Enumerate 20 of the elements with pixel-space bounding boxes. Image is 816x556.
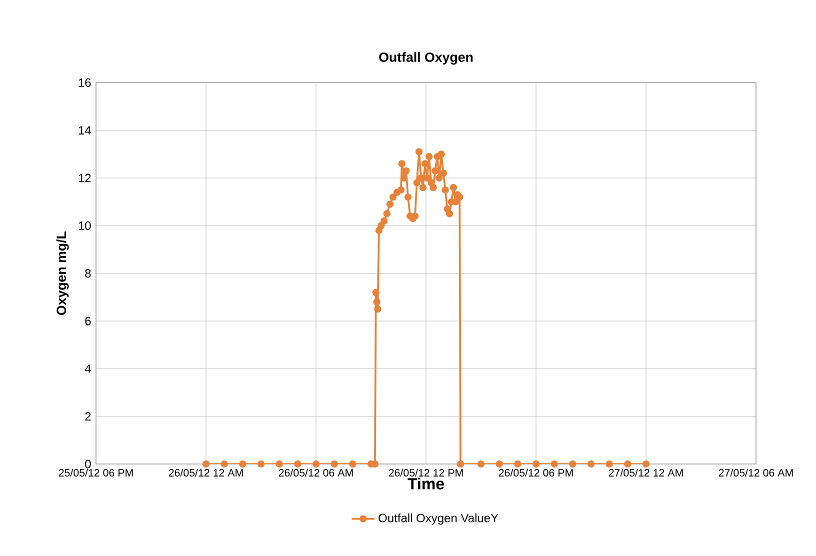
x-tick-label: 26/05/12 06 AM — [278, 468, 353, 477]
y-tick-label: 10 — [78, 221, 91, 230]
y-axis-title: Oxygen mg/L — [56, 232, 69, 316]
y-tick-label: 12 — [78, 174, 91, 182]
x-tick-label: 27/05/12 12 AM — [608, 468, 683, 477]
x-tick-label: 26/05/12 06 PM — [498, 468, 573, 477]
x-tick-label: 26/05/12 12 PM — [388, 468, 463, 477]
chart-title: Outfall Oxygen — [379, 52, 473, 65]
y-tick-label: 16 — [78, 78, 91, 87]
y-tick-label: 8 — [85, 269, 91, 278]
x-tick-label: 25/05/12 06 PM — [58, 468, 133, 477]
legend-label: Outfall Oxygen ValueY — [378, 513, 498, 525]
x-tick-label: 27/05/12 06 AM — [718, 468, 793, 477]
x-axis-title: Time — [408, 478, 444, 490]
y-tick-label: 2 — [85, 412, 91, 421]
y-tick-label: 6 — [85, 316, 91, 326]
x-tick-label: 26/05/12 12 AM — [168, 468, 243, 477]
y-tick-label: 4 — [84, 364, 91, 373]
y-tick-label: 0 — [85, 460, 91, 468]
y-tick-label: 14 — [78, 126, 91, 134]
